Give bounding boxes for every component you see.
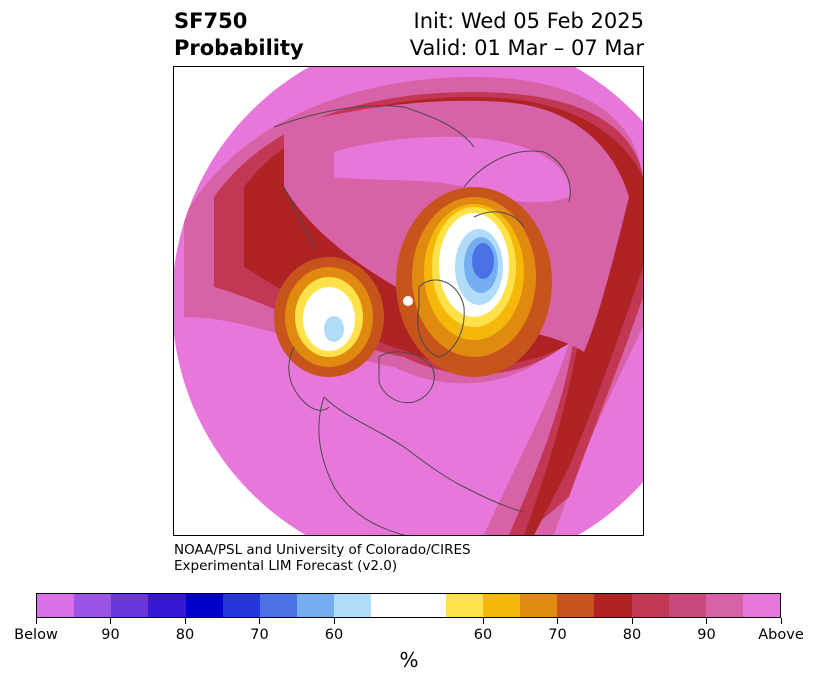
colorbar-tick	[110, 618, 111, 624]
coastline-asia	[273, 105, 475, 248]
colorbar-cell	[371, 594, 409, 617]
valid-range: Valid: 01 Mar – 07 Mar	[409, 36, 644, 60]
coastlines	[273, 105, 571, 535]
coastline-alaska	[288, 346, 330, 411]
colorbar-tick	[333, 618, 335, 624]
colorbar-cell	[185, 594, 223, 617]
coastline-greenland	[417, 279, 465, 358]
colorbar	[36, 593, 781, 618]
colorbar-cell	[222, 594, 260, 617]
colorbar-cell	[334, 594, 372, 617]
colorbar-cell	[74, 594, 112, 617]
colorbar-unit: %	[399, 648, 419, 672]
colorbar-cell	[297, 594, 335, 617]
colorbar-tick-label: 90	[697, 627, 716, 643]
probability-map-svg	[174, 67, 643, 535]
colorbar-tick	[557, 618, 558, 624]
colorbar-cell	[520, 594, 558, 617]
coastline-north-america	[318, 396, 525, 535]
colorbar-cell	[445, 594, 483, 617]
forecast-dates: Init: Wed 05 Feb 2025 Valid: 01 Mar – 07…	[410, 8, 644, 62]
field-b60-west	[324, 316, 344, 342]
credit-line-1: NOAA/PSL and University of Colorado/CIRE…	[174, 542, 471, 558]
colorbar-tick-label: 80	[622, 627, 642, 643]
colorbar-tick	[631, 618, 633, 624]
colorbar-tick-label: Above	[758, 627, 804, 643]
colorbar-tick-label: 70	[250, 627, 269, 643]
colorbar-cell	[148, 594, 186, 617]
colorbar-tick-label: Below	[14, 627, 58, 643]
colorbar-tick	[35, 618, 37, 624]
colorbar-tick	[184, 618, 186, 624]
field-above-inner	[334, 136, 570, 203]
colorbar-cell	[557, 594, 595, 617]
colorbar-tick	[482, 618, 484, 624]
colorbar-cell	[705, 594, 743, 617]
colorbar-cell	[594, 594, 632, 617]
chart-title: SF750 Probability	[174, 8, 304, 62]
colorbar-cell	[482, 594, 521, 617]
data-credit: NOAA/PSL and University of Colorado/CIRE…	[174, 542, 471, 574]
init-date: Init: Wed 05 Feb 2025	[413, 9, 644, 33]
coastline-europe	[463, 150, 571, 228]
field-b70-east	[472, 243, 494, 279]
credit-line-2: Experimental LIM Forecast (v2.0)	[174, 558, 398, 574]
title-variable: SF750	[174, 9, 248, 33]
pole-hole	[403, 296, 413, 306]
colorbar-tick	[780, 618, 782, 624]
colorbar-tick-label: 60	[324, 627, 344, 643]
colorbar-tick-label: 80	[175, 627, 195, 643]
colorbar-cell	[742, 594, 781, 617]
colorbar-tick-label: 90	[101, 627, 120, 643]
colorbar-tick-label: 70	[548, 627, 567, 643]
colorbar-cell	[259, 594, 298, 617]
colorbar-cell	[408, 594, 446, 617]
colorbar-tick-label: 60	[473, 627, 493, 643]
colorbar-cell	[631, 594, 669, 617]
colorbar-cell	[668, 594, 706, 617]
colorbar-cell	[111, 594, 149, 617]
probability-field	[174, 67, 643, 535]
colorbar-tick	[259, 618, 260, 624]
polar-map	[173, 66, 644, 536]
colorbar-cell	[37, 594, 75, 617]
coastline-hudson-bay	[378, 351, 435, 404]
title-product: Probability	[174, 36, 304, 60]
colorbar-tick	[706, 618, 707, 624]
